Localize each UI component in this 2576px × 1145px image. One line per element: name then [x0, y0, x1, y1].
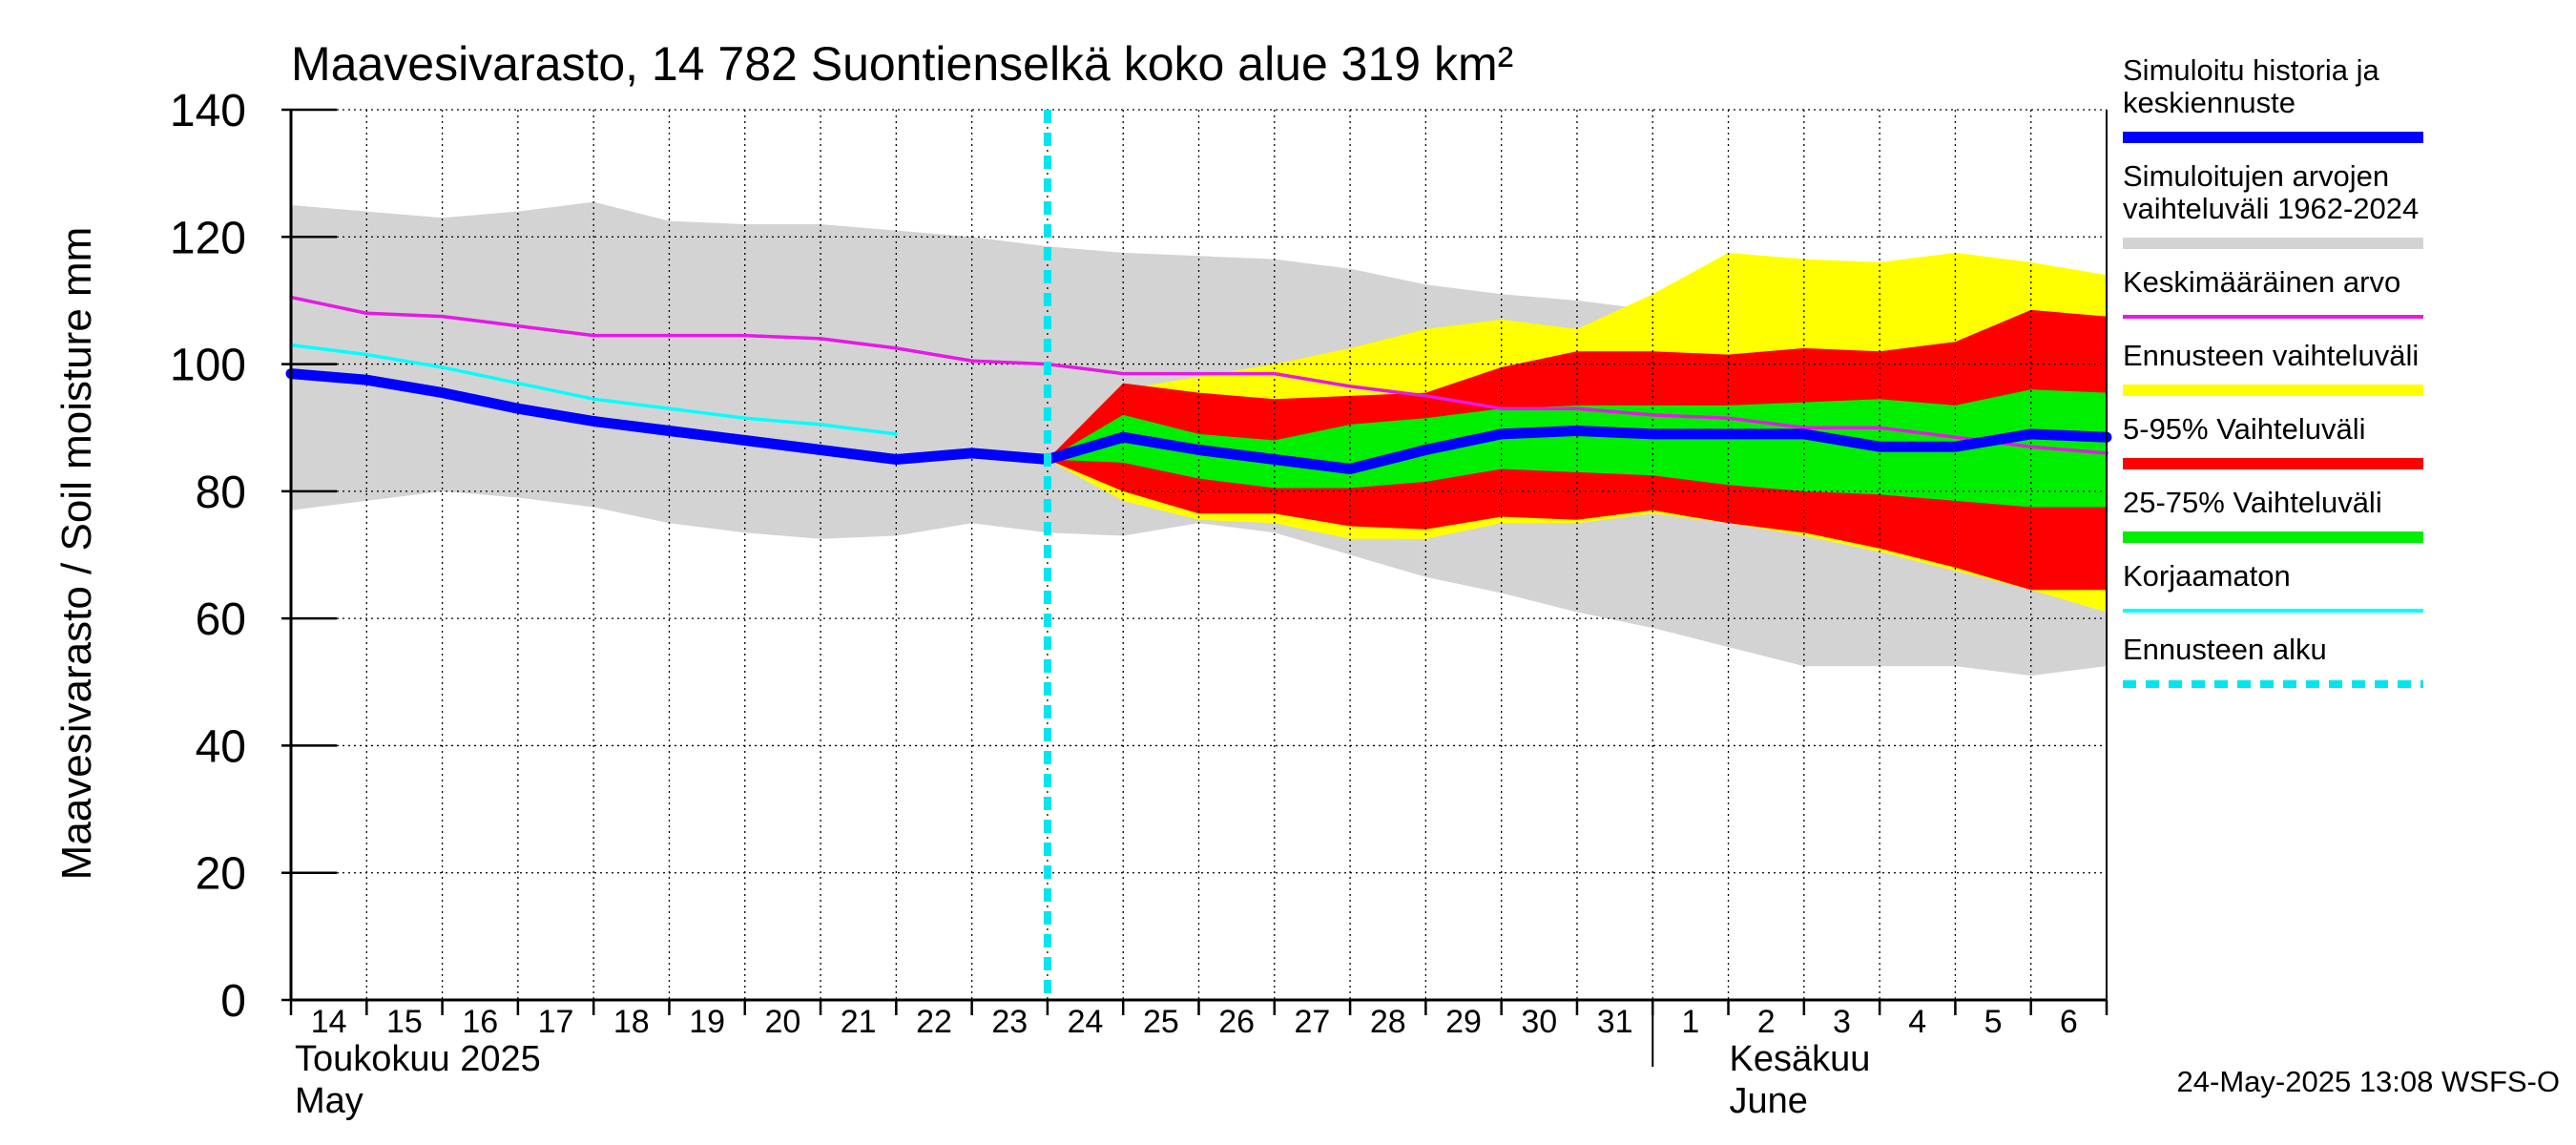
legend-label-p25_75: 25-75% Vaihteluväli — [2123, 486, 2382, 519]
timestamp-footer: 24-May-2025 13:08 WSFS-O — [2177, 1065, 2560, 1098]
legend-label-forecast_start: Ennusteen alku — [2123, 633, 2327, 666]
month-label-fi: Toukokuu 2025 — [295, 1039, 541, 1079]
y-tick-label: 40 — [196, 721, 246, 772]
x-tick-label: 14 — [311, 1004, 347, 1040]
x-tick-label: 17 — [538, 1004, 574, 1040]
x-tick-label: 4 — [1908, 1004, 1926, 1040]
x-tick-label: 30 — [1521, 1004, 1557, 1040]
legend-label-hist_range: vaihteluväli 1962-2024 — [2123, 192, 2419, 225]
y-tick-label: 80 — [196, 468, 246, 518]
legend-label-mean: Keskimääräinen arvo — [2123, 265, 2400, 299]
y-tick-label: 20 — [196, 849, 246, 900]
x-tick-label: 26 — [1218, 1004, 1255, 1040]
legend-label-simulated: keskiennuste — [2123, 86, 2296, 119]
y-tick-label: 0 — [220, 976, 246, 1027]
x-tick-label: 27 — [1295, 1004, 1331, 1040]
x-tick-label: 1 — [1681, 1004, 1699, 1040]
y-tick-label: 60 — [196, 594, 246, 645]
legend-label-p5_95: 5-95% Vaihteluväli — [2123, 412, 2365, 446]
x-tick-label: 28 — [1370, 1004, 1406, 1040]
x-tick-label: 21 — [841, 1004, 877, 1040]
x-tick-label: 23 — [991, 1004, 1028, 1040]
grid-layer — [291, 109, 2107, 1000]
month-label-en: June — [1730, 1081, 1808, 1121]
x-tick-label: 24 — [1068, 1004, 1104, 1040]
legend-label-simulated: Simuloitu historia ja — [2123, 53, 2380, 87]
y-tick-label: 140 — [170, 86, 246, 136]
x-tick-label: 20 — [764, 1004, 800, 1040]
x-tick-label: 6 — [2060, 1004, 2078, 1040]
x-tick-label: 22 — [916, 1004, 952, 1040]
line-layer — [285, 110, 2112, 1000]
x-tick-label: 15 — [386, 1004, 423, 1040]
line-keskim-r-inen-arvo — [289, 295, 2109, 455]
x-tick-label: 16 — [462, 1004, 498, 1040]
legend-label-hist_range: Simuloitujen arvojen — [2123, 159, 2389, 193]
month-label-en: May — [295, 1081, 364, 1121]
x-tick-label: 25 — [1143, 1004, 1179, 1040]
y-axis-label: Maavesivarasto / Soil moisture mm — [53, 227, 100, 881]
line-korjaamaton — [289, 343, 899, 436]
x-tick-label: 29 — [1445, 1004, 1482, 1040]
x-tick-label: 31 — [1597, 1004, 1633, 1040]
legend-label-forecast_range: Ennusteen vaihteluväli — [2123, 339, 2419, 372]
x-tick-label: 5 — [1984, 1004, 2003, 1040]
x-tick-label: 3 — [1833, 1004, 1851, 1040]
x-tick-label: 19 — [689, 1004, 725, 1040]
y-tick-label: 100 — [170, 341, 246, 391]
month-label-fi: Kesäkuu — [1730, 1039, 1871, 1079]
x-tick-label: 18 — [613, 1004, 650, 1040]
y-tick-label: 120 — [170, 213, 246, 263]
chart-title: Maavesivarasto, 14 782 Suontienselkä kok… — [291, 37, 1513, 91]
x-tick-label: 2 — [1757, 1004, 1776, 1040]
legend-label-uncorrected: Korjaamaton — [2123, 559, 2291, 593]
line-simuloitu-historia-ja-keskiennuste — [285, 368, 2112, 474]
